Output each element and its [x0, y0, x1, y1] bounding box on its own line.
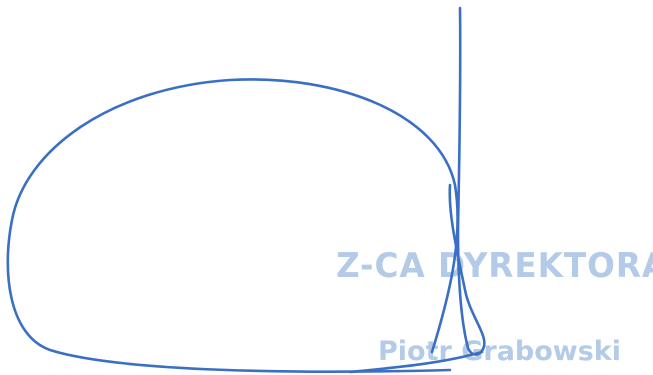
signature-loop-stroke — [6, 78, 459, 373]
signature-stem-stroke — [448, 6, 486, 356]
signature-base-stroke — [348, 350, 484, 374]
stamp-position-title: Z-CA DYREKTORA — [336, 246, 653, 286]
stamp-person-name: Piotr Grabowski — [378, 336, 622, 367]
